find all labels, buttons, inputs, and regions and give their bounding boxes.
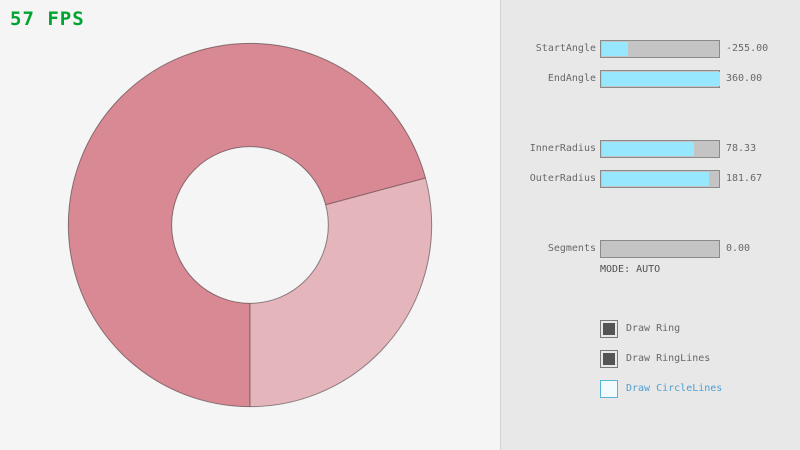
end-angle-slider-label: EndAngle [547, 73, 596, 84]
end-angle-slider-fill [602, 72, 720, 86]
start-angle-slider-fill [602, 42, 628, 56]
ring-light-sector [250, 177, 432, 407]
draw-ring-lines-checkmark [603, 353, 615, 365]
start-angle-slider[interactable] [600, 40, 720, 58]
start-angle-slider-value: -255.00 [726, 43, 769, 54]
ring-dark-sector [68, 43, 426, 407]
ring-outer-outline [67, 42, 433, 408]
draw-ring-lines-checkbox-label: Draw RingLines [626, 353, 711, 364]
draw-circle-lines-checkbox[interactable] [600, 380, 618, 398]
end-angle-slider-value: 360.00 [726, 73, 763, 84]
segments-slider-label: Segments [547, 243, 596, 254]
ring-canvas [67, 42, 433, 408]
start-angle-slider-label: StartAngle [535, 43, 596, 54]
segments-slider-value: 0.00 [726, 243, 751, 254]
inner-radius-slider-fill [602, 142, 695, 156]
segments-mode-text: MODE: AUTO [600, 264, 661, 275]
fps-counter: 57 FPS [10, 8, 85, 30]
inner-radius-slider-value: 78.33 [726, 143, 757, 154]
inner-radius-slider[interactable] [600, 140, 720, 158]
segments-slider[interactable] [600, 240, 720, 258]
draw-ring-checkbox[interactable] [600, 320, 618, 338]
outer-radius-slider[interactable] [600, 170, 720, 188]
draw-ring-checkmark [603, 323, 615, 335]
inner-radius-slider-label: InnerRadius [529, 143, 596, 154]
outer-radius-slider-label: OuterRadius [529, 173, 596, 184]
draw-ring-checkbox-label: Draw Ring [626, 323, 681, 334]
end-angle-slider[interactable] [600, 70, 720, 88]
ring-inner-outline [171, 146, 329, 304]
draw-ring-lines-checkbox[interactable] [600, 350, 618, 368]
outer-radius-slider-fill [602, 172, 710, 186]
ring-start-angle-line [325, 177, 426, 206]
outer-radius-slider-value: 181.67 [726, 173, 763, 184]
draw-circle-lines-checkbox-label: Draw CircleLines [626, 383, 723, 394]
